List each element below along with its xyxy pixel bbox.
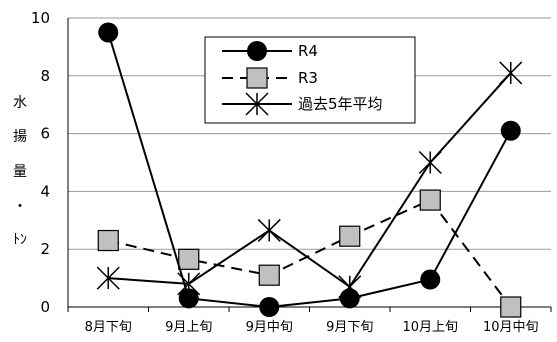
x-tick-label: 9月中旬 <box>246 320 293 335</box>
series-line <box>108 72 512 289</box>
point-circle <box>98 22 119 43</box>
legend-entry: 過去5年平均 <box>222 92 383 116</box>
point-asterisk <box>245 92 269 116</box>
series-r4 <box>98 22 521 317</box>
point-circle <box>420 269 441 290</box>
y-axis-label-char: 量 <box>13 164 27 180</box>
point-circle <box>500 120 521 141</box>
y-axis-label-char: 揚 <box>13 128 27 145</box>
series-layer <box>96 22 523 318</box>
point-square <box>500 296 522 318</box>
x-tick-label: 9月上旬 <box>165 320 212 335</box>
y-tick-labels: 0 2 4 6 8 10 <box>31 9 50 316</box>
x-tick-label: 10月上旬 <box>402 320 458 335</box>
y-tick-label-10: 10 <box>31 9 50 27</box>
point-circle <box>178 288 199 309</box>
point-square <box>419 189 441 211</box>
y-tick-label-8: 8 <box>40 67 50 85</box>
axes <box>67 18 552 312</box>
legend-label: R3 <box>298 69 318 87</box>
legend: R4 R3 過去5年平均 <box>204 36 416 124</box>
y-tick-label-0: 0 <box>40 298 50 316</box>
y-tick-label-4: 4 <box>40 182 50 200</box>
x-tick-label: 9月下旬 <box>326 320 373 335</box>
series-avg5 <box>96 61 523 299</box>
legend-label: R4 <box>298 42 318 60</box>
point-square <box>258 264 280 286</box>
point-asterisk <box>418 150 442 175</box>
legend-entry: R4 <box>222 41 318 61</box>
y-axis-label-char: ﾄﾝ <box>13 232 27 248</box>
legend-entry: R3 <box>222 67 318 89</box>
point-circle <box>259 297 280 317</box>
x-tick-labels: 8月下旬 9月上旬 9月中旬 9月下旬 10月上旬 10月中旬 <box>85 320 539 335</box>
legend-label: 過去5年平均 <box>298 95 383 113</box>
point-circle <box>339 288 360 309</box>
point-square <box>97 229 119 252</box>
point-asterisk <box>257 218 281 242</box>
point-square <box>246 67 268 89</box>
y-tick-label-2: 2 <box>40 240 50 258</box>
point-circle <box>247 41 267 61</box>
gridlines <box>68 17 551 250</box>
point-asterisk <box>96 266 120 290</box>
x-tick-label: 8月下旬 <box>85 320 132 335</box>
point-asterisk <box>499 61 523 85</box>
series-r3 <box>97 189 522 318</box>
x-tick-label: 10月中旬 <box>483 320 539 335</box>
y-axis-label-char: ・ <box>13 199 27 215</box>
series-line <box>108 198 512 308</box>
y-axis-label: 水揚量・ ﾄﾝ <box>13 95 27 248</box>
point-square <box>178 248 200 270</box>
y-axis-label-char: 水 <box>13 95 27 111</box>
point-square <box>339 225 361 247</box>
y-tick-label-6: 6 <box>40 125 50 143</box>
series-line <box>107 32 512 309</box>
